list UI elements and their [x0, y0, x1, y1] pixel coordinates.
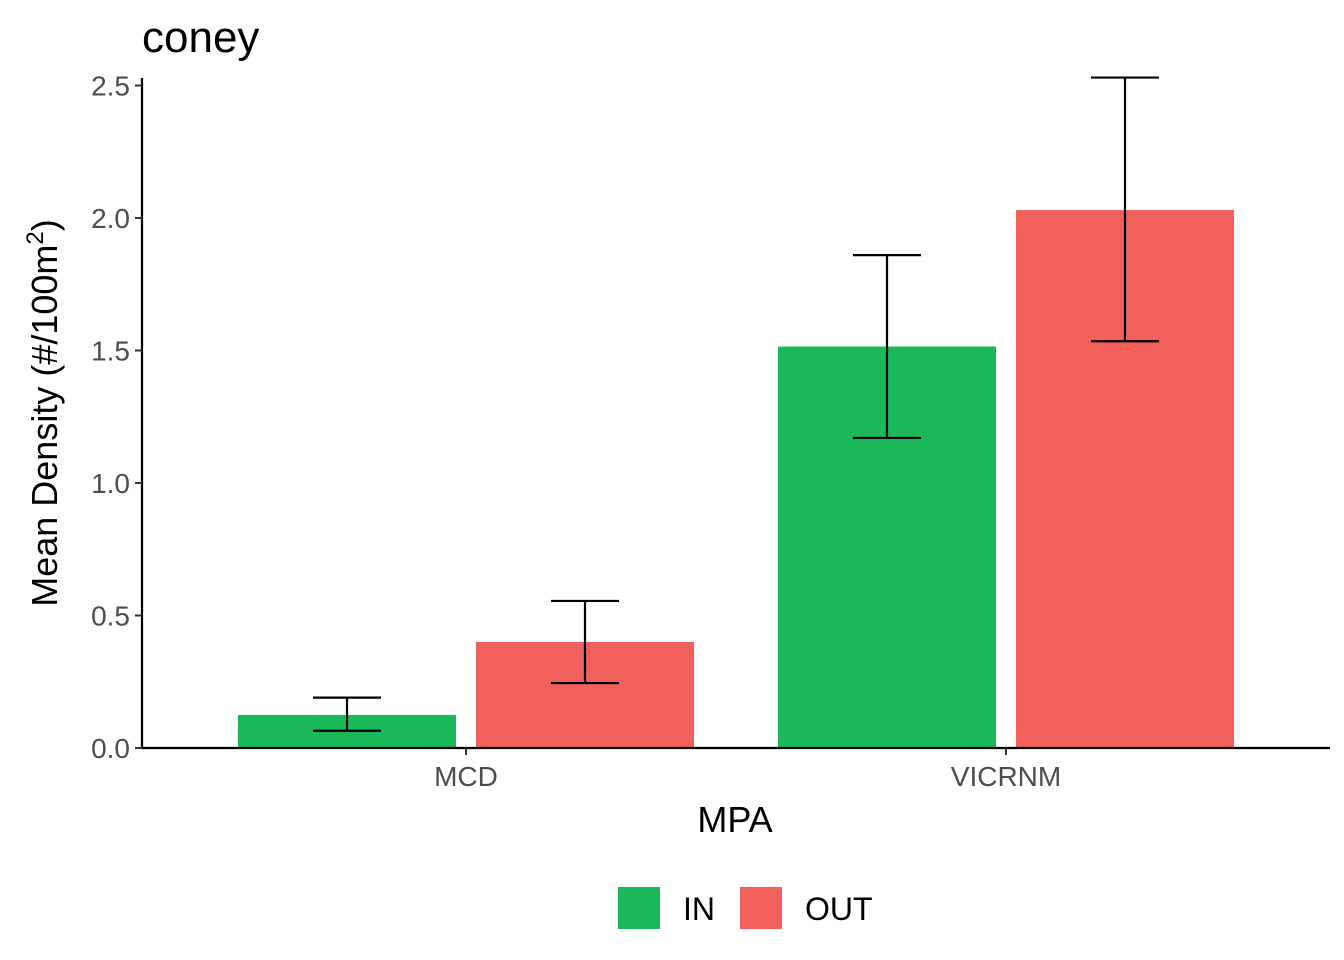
y-tick-label: 0.0	[91, 733, 130, 764]
error-bar-out-vicrnm	[1091, 76, 1159, 343]
x-axis-title: MPA	[697, 799, 772, 840]
y-tick-label: 1.0	[91, 468, 130, 499]
y-tick-label: 1.5	[91, 336, 130, 367]
bars-layer	[238, 210, 1234, 749]
error-bar-in-vicrnm	[853, 254, 921, 440]
x-tick-label-vicrnm: VICRNM	[951, 761, 1061, 792]
error-bar-in-mcd	[313, 696, 381, 732]
x-tick-label-mcd: MCD	[434, 761, 498, 792]
y-axis-ticks: 0.0 0.5 1.0 1.5 2.0 2.5	[91, 71, 142, 764]
y-axis-title-main: Mean Density (#/100m	[24, 245, 65, 607]
y-tick-label: 2.5	[91, 71, 130, 102]
x-axis-ticks: MCD VICRNM	[434, 748, 1061, 792]
y-axis-title: Mean Density (#/100m2)	[22, 219, 65, 607]
legend-swatch-out	[740, 887, 782, 929]
error-bar-out-mcd	[551, 599, 619, 685]
legend-label-out: OUT	[805, 891, 873, 927]
legend-label-in: IN	[683, 891, 715, 927]
chart-title: coney	[142, 13, 259, 62]
legend-swatch-in	[618, 887, 660, 929]
y-axis-title-superscript: 2	[22, 231, 49, 244]
y-tick-label: 0.5	[91, 601, 130, 632]
y-tick-label: 2.0	[91, 203, 130, 234]
legend: IN OUT	[618, 887, 873, 929]
y-axis-title-close: )	[24, 219, 65, 231]
error-bars-layer	[313, 76, 1159, 732]
